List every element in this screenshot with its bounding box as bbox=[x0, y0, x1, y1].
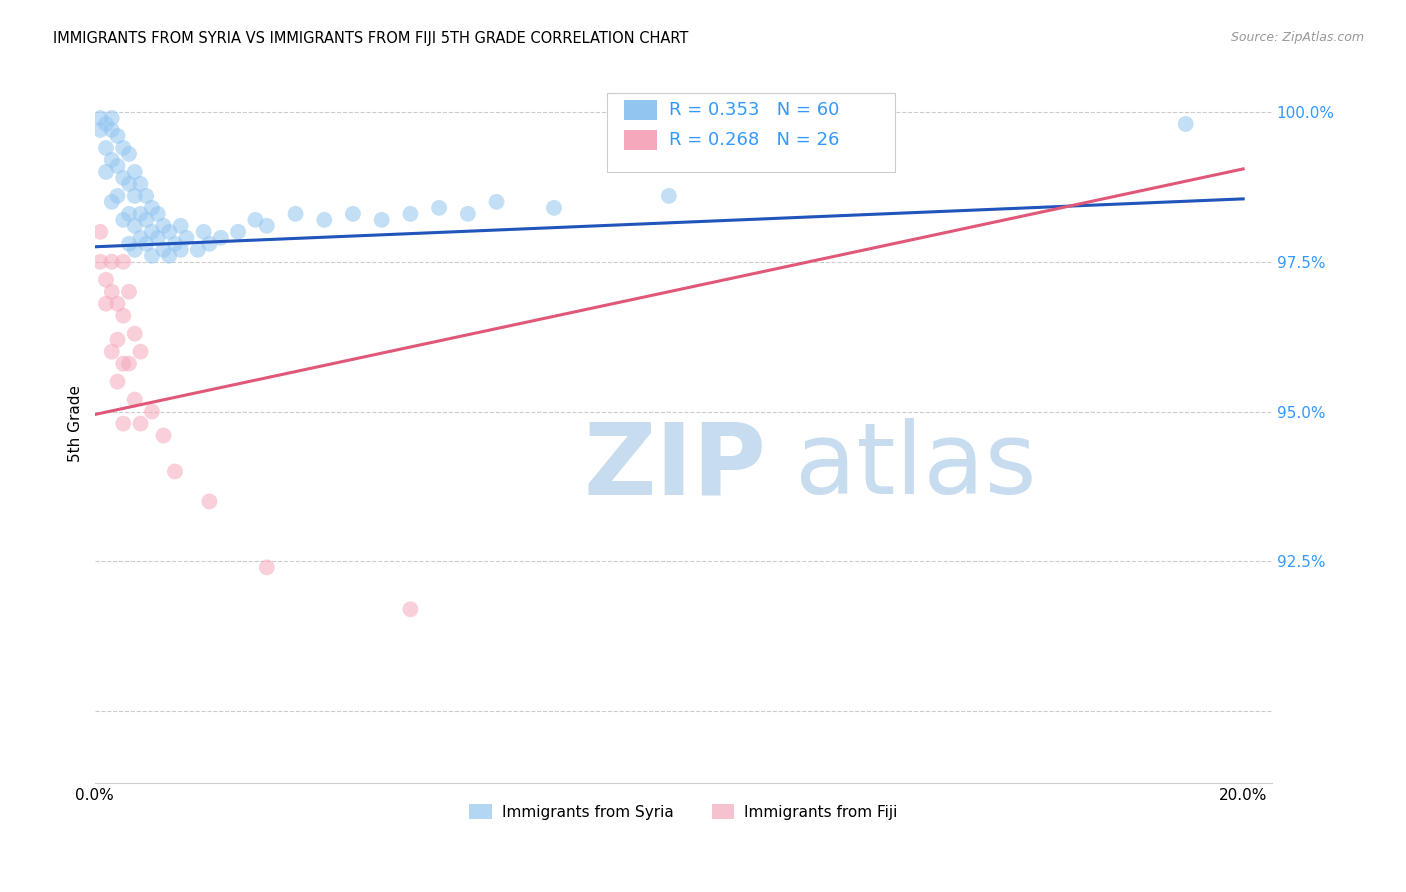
Point bbox=[89, 111, 111, 125]
FancyBboxPatch shape bbox=[607, 93, 896, 172]
Point bbox=[129, 417, 152, 431]
Point bbox=[100, 344, 122, 359]
Point bbox=[118, 177, 141, 191]
Point bbox=[89, 123, 111, 137]
Point bbox=[124, 243, 146, 257]
Point bbox=[100, 285, 122, 299]
Point bbox=[124, 326, 146, 341]
Point bbox=[118, 357, 141, 371]
Point bbox=[118, 207, 141, 221]
Point bbox=[543, 201, 565, 215]
Point bbox=[146, 207, 169, 221]
Point bbox=[100, 111, 122, 125]
Point bbox=[100, 194, 122, 209]
Point bbox=[94, 165, 117, 179]
Point bbox=[152, 428, 174, 442]
Point bbox=[107, 296, 129, 310]
Point bbox=[170, 219, 193, 233]
Point bbox=[256, 219, 278, 233]
Text: atlas: atlas bbox=[794, 418, 1036, 516]
Legend: Immigrants from Syria, Immigrants from Fiji: Immigrants from Syria, Immigrants from F… bbox=[464, 798, 903, 826]
Point bbox=[141, 249, 163, 263]
Point bbox=[370, 212, 392, 227]
Text: IMMIGRANTS FROM SYRIA VS IMMIGRANTS FROM FIJI 5TH GRADE CORRELATION CHART: IMMIGRANTS FROM SYRIA VS IMMIGRANTS FROM… bbox=[53, 31, 689, 46]
Point bbox=[399, 602, 422, 616]
Point bbox=[124, 392, 146, 407]
Point bbox=[94, 273, 117, 287]
Point bbox=[141, 201, 163, 215]
Point bbox=[342, 207, 364, 221]
Point bbox=[152, 243, 174, 257]
Point bbox=[157, 249, 180, 263]
Point bbox=[107, 189, 129, 203]
Point bbox=[193, 225, 215, 239]
Point bbox=[658, 189, 681, 203]
Point bbox=[112, 417, 135, 431]
Point bbox=[124, 189, 146, 203]
Point bbox=[226, 225, 249, 239]
Point bbox=[176, 231, 198, 245]
Point bbox=[112, 254, 135, 268]
Point bbox=[163, 236, 186, 251]
Point bbox=[129, 177, 152, 191]
Point bbox=[152, 219, 174, 233]
Point bbox=[107, 375, 129, 389]
Point bbox=[118, 147, 141, 161]
Point bbox=[198, 236, 221, 251]
Point bbox=[107, 128, 129, 143]
Point bbox=[457, 207, 479, 221]
Point bbox=[146, 231, 169, 245]
Point bbox=[107, 159, 129, 173]
Y-axis label: 5th Grade: 5th Grade bbox=[69, 385, 83, 462]
Point bbox=[256, 560, 278, 574]
Point bbox=[141, 225, 163, 239]
Point bbox=[314, 212, 336, 227]
Bar bbox=[624, 130, 658, 151]
Point bbox=[112, 357, 135, 371]
Point bbox=[124, 219, 146, 233]
Text: R = 0.268   N = 26: R = 0.268 N = 26 bbox=[669, 130, 839, 149]
Point bbox=[118, 285, 141, 299]
Text: ZIP: ZIP bbox=[583, 418, 766, 516]
Text: Source: ZipAtlas.com: Source: ZipAtlas.com bbox=[1230, 31, 1364, 45]
Point bbox=[135, 212, 157, 227]
Point bbox=[118, 236, 141, 251]
Point bbox=[198, 494, 221, 508]
Point bbox=[1174, 117, 1197, 131]
Point bbox=[141, 404, 163, 418]
Point bbox=[209, 231, 232, 245]
Point bbox=[129, 344, 152, 359]
Point bbox=[399, 207, 422, 221]
Point bbox=[157, 225, 180, 239]
Point bbox=[94, 296, 117, 310]
Point bbox=[100, 254, 122, 268]
Point bbox=[187, 243, 209, 257]
Point bbox=[245, 212, 267, 227]
Point bbox=[94, 117, 117, 131]
Point bbox=[112, 212, 135, 227]
Point bbox=[124, 165, 146, 179]
Point bbox=[100, 153, 122, 167]
Point bbox=[112, 170, 135, 185]
Point bbox=[129, 207, 152, 221]
Point bbox=[163, 465, 186, 479]
Point bbox=[284, 207, 307, 221]
Point bbox=[135, 236, 157, 251]
Point bbox=[427, 201, 450, 215]
Point bbox=[485, 194, 508, 209]
Text: R = 0.353   N = 60: R = 0.353 N = 60 bbox=[669, 101, 839, 119]
Point bbox=[112, 141, 135, 155]
Point bbox=[135, 189, 157, 203]
Point bbox=[112, 309, 135, 323]
Point bbox=[129, 231, 152, 245]
Point bbox=[89, 225, 111, 239]
Point bbox=[100, 123, 122, 137]
Point bbox=[94, 141, 117, 155]
Point bbox=[89, 254, 111, 268]
Point bbox=[170, 243, 193, 257]
Point bbox=[107, 333, 129, 347]
Bar bbox=[624, 100, 658, 120]
